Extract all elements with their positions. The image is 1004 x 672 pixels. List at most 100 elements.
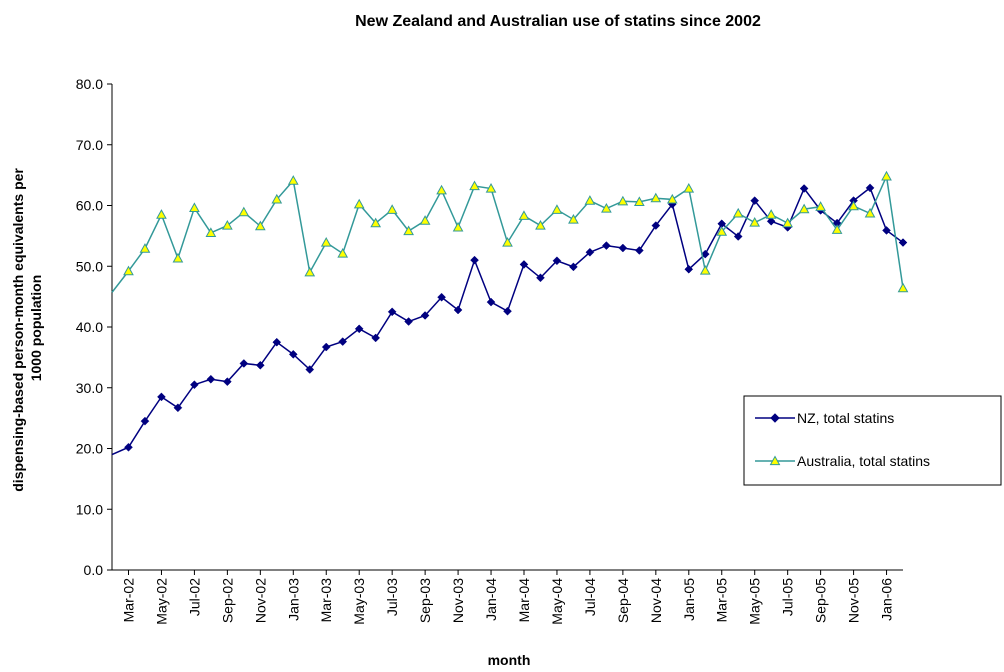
data-point xyxy=(882,226,891,235)
legend-box xyxy=(743,395,1002,486)
data-point xyxy=(436,184,447,195)
series-0 xyxy=(111,183,908,456)
chart-title: New Zealand and Australian use of statin… xyxy=(355,13,761,30)
data-point xyxy=(222,220,233,230)
x-tick-label: Sep-02 xyxy=(219,578,235,623)
x-tick-label: May-04 xyxy=(549,578,565,625)
data-point xyxy=(437,292,446,302)
data-point xyxy=(535,220,546,230)
data-point xyxy=(732,207,744,218)
data-point xyxy=(584,195,596,205)
data-point xyxy=(139,243,151,253)
data-point xyxy=(865,183,875,193)
data-point xyxy=(156,209,167,219)
data-point xyxy=(420,311,430,320)
data-point xyxy=(354,324,364,334)
data-point xyxy=(485,182,497,193)
data-point xyxy=(634,246,644,255)
x-tick-label: Mar-02 xyxy=(120,578,136,623)
y-axis-label-line-2: 1000 population xyxy=(28,275,44,382)
x-tick-label: Sep-05 xyxy=(813,578,829,623)
data-point xyxy=(897,282,909,293)
x-tick-label: May-02 xyxy=(153,578,169,625)
data-point xyxy=(585,247,595,257)
data-point xyxy=(304,266,316,277)
x-tick-label: Nov-05 xyxy=(846,578,862,623)
y-tick-label: 40.0 xyxy=(76,319,103,335)
data-point xyxy=(320,237,332,247)
data-point xyxy=(766,216,776,226)
data-point xyxy=(238,206,250,217)
legend-label-nz: NZ, total statins xyxy=(797,410,894,426)
data-point xyxy=(370,217,382,228)
data-point xyxy=(173,403,183,413)
y-tick-label: 0.0 xyxy=(84,562,104,578)
data-point xyxy=(552,256,562,266)
data-point xyxy=(371,333,381,343)
series-1 xyxy=(111,170,909,293)
data-point xyxy=(799,184,809,193)
x-tick-label: Sep-04 xyxy=(615,578,631,623)
x-tick-label: Nov-02 xyxy=(252,578,268,623)
x-tick-label: Jan-05 xyxy=(681,578,697,621)
x-tick-label: May-05 xyxy=(747,578,763,625)
data-point xyxy=(272,337,282,347)
x-tick-label: Jul-03 xyxy=(384,578,400,616)
data-point xyxy=(452,221,464,232)
data-point xyxy=(470,255,479,265)
data-point xyxy=(881,170,892,181)
data-point xyxy=(749,216,761,227)
data-point xyxy=(321,342,331,352)
x-tick-label: Jan-03 xyxy=(285,578,301,621)
data-point xyxy=(864,207,876,218)
data-point xyxy=(633,196,645,206)
legend-marker-australia xyxy=(769,455,781,466)
data-point xyxy=(486,297,496,307)
data-point xyxy=(536,273,545,283)
data-point xyxy=(568,213,579,224)
data-point xyxy=(650,192,662,203)
y-tick-label: 80.0 xyxy=(76,76,103,92)
legend-label-australia: Australia, total statins xyxy=(797,453,930,469)
series-layer xyxy=(111,170,909,456)
data-point xyxy=(124,442,133,452)
data-point xyxy=(683,182,695,193)
data-point xyxy=(189,202,200,213)
data-point xyxy=(172,252,184,263)
data-point xyxy=(287,175,299,185)
data-point xyxy=(750,196,760,205)
data-point xyxy=(798,203,810,214)
y-tick-label: 30.0 xyxy=(76,380,103,396)
y-tick-label: 10.0 xyxy=(76,501,103,517)
x-tick-label: Jul-04 xyxy=(582,578,598,616)
x-tick-label: Sep-03 xyxy=(417,578,433,623)
data-point xyxy=(502,237,513,247)
data-point xyxy=(288,349,298,359)
axes: 0.0 10.0 20.0 30.0 40.0 50.0 60.0 70.0 80.0 Mar-0… xyxy=(76,76,903,625)
y-tick-label: 60.0 xyxy=(76,198,103,214)
data-point xyxy=(305,365,315,374)
data-point xyxy=(223,377,232,387)
x-tick-label: Mar-05 xyxy=(714,578,730,623)
data-point xyxy=(353,198,365,209)
data-point xyxy=(403,225,414,236)
data-point xyxy=(716,226,728,236)
data-point xyxy=(205,227,217,237)
data-point xyxy=(190,380,199,390)
data-point xyxy=(782,217,793,228)
data-point xyxy=(254,220,266,231)
data-point xyxy=(815,201,826,211)
data-point xyxy=(733,232,743,241)
data-point xyxy=(684,264,694,274)
x-axis-label: month xyxy=(488,652,531,668)
legend: NZ, total statins Australia, total stati… xyxy=(743,395,1002,486)
data-point xyxy=(271,193,283,204)
x-tick-label: Jul-02 xyxy=(186,578,202,616)
data-point xyxy=(239,359,249,368)
data-point xyxy=(387,307,397,317)
data-point xyxy=(602,241,611,250)
y-tick-label: 50.0 xyxy=(76,258,103,274)
data-point xyxy=(518,210,530,220)
data-point xyxy=(419,215,431,225)
